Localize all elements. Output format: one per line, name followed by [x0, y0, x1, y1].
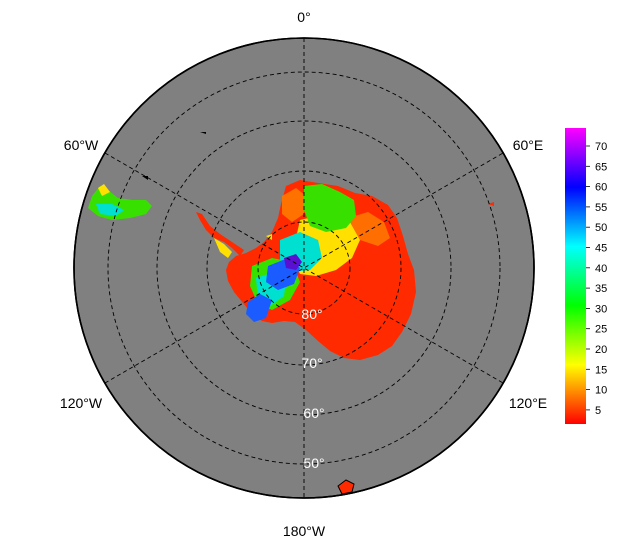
colorbar-tick-label: 30 — [595, 303, 607, 315]
peninsula-tip — [214, 238, 232, 258]
small-island-2 — [266, 234, 272, 240]
small-island-3 — [200, 132, 206, 134]
map-content — [88, 132, 494, 495]
new-zealand-island — [337, 479, 355, 495]
small-island-4 — [142, 176, 148, 180]
small-island — [488, 202, 494, 206]
longitude-label-0: 0° — [297, 9, 310, 25]
colorbar-tick-label: 70 — [595, 141, 607, 153]
colorbar-tick-label: 10 — [595, 385, 607, 397]
latitude-label-50: 50° — [303, 455, 324, 471]
longitude-label-60w: 60°W — [64, 137, 99, 153]
colorbar-tick-label: 45 — [595, 243, 607, 255]
colorbar-tick-label: 60 — [595, 182, 607, 194]
latitude-label-80: 80° — [301, 306, 322, 322]
longitude-label-60e: 60°E — [513, 137, 544, 153]
longitude-label-180w: 180°W — [283, 523, 326, 539]
colorbar-ticks: 70 65 60 55 50 45 40 35 30 25 20 15 10 5 — [586, 141, 607, 417]
south-america-yellow — [98, 184, 110, 196]
colorbar-tick-label: 15 — [595, 364, 607, 376]
latitude-circle-50 — [107, 71, 501, 465]
map-grid — [104, 38, 504, 498]
colorbar-tick-label: 50 — [595, 222, 607, 234]
colorbar-tick-label: 20 — [595, 344, 607, 356]
colorbar-tick-label: 65 — [595, 161, 607, 173]
map-border — [73, 37, 535, 499]
latitude-circle-60 — [156, 120, 452, 416]
colorbar-tick-label: 55 — [595, 202, 607, 214]
south-america-cyan — [96, 204, 124, 216]
colorbar-tick-label: 40 — [595, 263, 607, 275]
orange-region-2 — [348, 212, 390, 246]
longitude-label-120e: 120°E — [509, 395, 547, 411]
colorbar-tick-label: 25 — [595, 324, 607, 336]
latitude-label-60: 60° — [303, 405, 324, 421]
blue-region-2 — [246, 294, 272, 322]
green-band — [304, 184, 356, 232]
colorbar-tick-label: 35 — [595, 283, 607, 295]
latitude-label-70: 70° — [301, 355, 322, 371]
colorbar-strip — [565, 128, 586, 424]
colorbar: 70 65 60 55 50 45 40 35 30 25 20 15 10 5 — [565, 128, 607, 424]
longitude-label-120w: 120°W — [60, 395, 103, 411]
orange-region — [282, 188, 306, 222]
antarctic-peninsula — [196, 212, 244, 256]
colorbar-tick-label: 5 — [595, 405, 601, 417]
